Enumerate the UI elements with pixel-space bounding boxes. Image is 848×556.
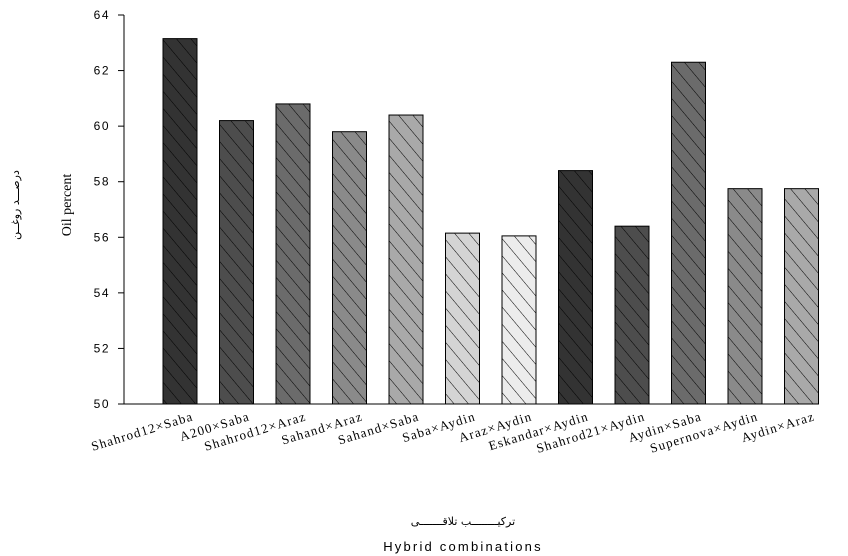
- bar-hatch: [558, 170, 593, 404]
- bar-hatch: [615, 226, 649, 404]
- x-axis-label: Hybrid combinations: [383, 539, 543, 554]
- y-tick-label: 64: [94, 8, 110, 22]
- bar-hatch: [389, 115, 423, 405]
- bar-hatch: [784, 188, 819, 404]
- y-tick-label: 60: [94, 119, 110, 133]
- y-axis-label: Oil percent: [60, 174, 75, 237]
- y-tick-label: 58: [94, 175, 110, 189]
- bar-hatch: [163, 38, 197, 404]
- bar-hatch: [332, 131, 367, 404]
- bar-hatch: [219, 120, 254, 404]
- y-tick-label: 52: [94, 341, 110, 355]
- bar-hatch: [728, 188, 762, 404]
- y-tick-label: 56: [94, 230, 110, 244]
- bar-hatch: [671, 62, 706, 404]
- plot-area: 5052545658606264Shahrod12×SabaA200×SabaS…: [89, 8, 819, 456]
- y-tick-label: 54: [94, 286, 110, 300]
- bar-hatch: [276, 103, 310, 405]
- y-tick-label: 50: [94, 397, 110, 411]
- bar-hatch: [445, 233, 480, 404]
- x-axis-label-persian: ترکیــــــــب تلاقـــــــی: [411, 515, 515, 528]
- bar-hatch: [502, 235, 536, 404]
- y-axis-label-persian: درصـــد روغــن: [9, 170, 22, 240]
- y-tick-label: 62: [94, 64, 110, 78]
